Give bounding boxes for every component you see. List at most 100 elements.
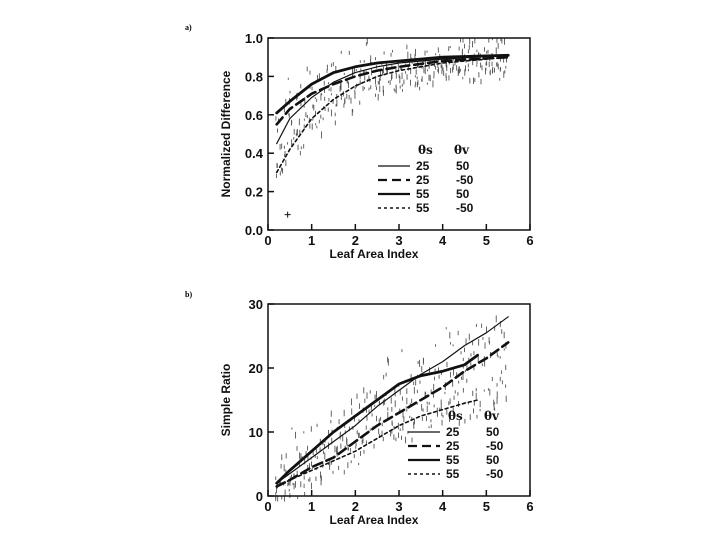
- scatter-point: [457, 330, 459, 336]
- scatter-point: [344, 445, 346, 449]
- scatter-point: [497, 63, 499, 70]
- scatter-point: [299, 452, 301, 459]
- scatter-point: [399, 66, 401, 70]
- scatter-point: [319, 438, 321, 444]
- scatter-point: [387, 358, 389, 366]
- scatter-point: [499, 356, 501, 359]
- scatter-point: [363, 60, 365, 63]
- scatter-point: [473, 408, 474, 414]
- scatter-point: [330, 419, 332, 424]
- scatter-point: [439, 407, 441, 411]
- scatter-point: [300, 84, 302, 89]
- scatter-point: [429, 367, 430, 373]
- scatter-point: [350, 398, 352, 406]
- outlier-point: [284, 211, 291, 218]
- scatter-point: [328, 88, 330, 91]
- scatter-point: [309, 463, 310, 470]
- scatter-point: [300, 146, 302, 150]
- panel-tag-b: b): [185, 290, 192, 299]
- scatter-point: [387, 356, 389, 363]
- y-ticks-b: 0 10 20 30: [249, 297, 274, 504]
- scatter-point: [305, 112, 307, 118]
- scatter-point: [391, 422, 393, 426]
- scatter-point: [371, 413, 373, 417]
- scatter-point: [318, 119, 320, 124]
- scatter-point: [330, 87, 332, 92]
- scatter-point: [340, 443, 342, 449]
- scatter-point: [311, 123, 313, 130]
- scatter-point: [288, 478, 290, 486]
- scatter-point: [328, 446, 329, 449]
- series-line-1: [276, 316, 509, 484]
- scatter-point: [382, 69, 383, 76]
- scatter-point: [495, 315, 497, 323]
- scatter-point: [303, 118, 305, 121]
- scatter-point: [359, 80, 361, 85]
- scatter-point: [401, 349, 403, 353]
- scatter-point: [499, 67, 501, 72]
- scatter-point: [330, 410, 332, 417]
- scatter-point: [347, 444, 349, 451]
- x-tick-label: 2: [352, 499, 359, 514]
- scatter-point: [363, 449, 365, 454]
- scatter-point: [383, 66, 384, 74]
- scatter-point: [470, 353, 472, 357]
- scatter-point: [370, 85, 372, 90]
- scatter-point: [366, 392, 368, 399]
- scatter-point: [391, 430, 393, 434]
- scatter-point: [453, 368, 455, 376]
- scatter-point: [428, 426, 430, 429]
- scatter-point: [429, 75, 431, 82]
- scatter-point: [487, 49, 489, 54]
- scatter-point: [476, 414, 478, 419]
- scatter-point: [390, 431, 392, 437]
- scatter-point: [391, 406, 393, 412]
- scatter-point: [322, 442, 324, 446]
- scatter-point: [407, 51, 409, 59]
- scatter-point: [426, 50, 428, 53]
- scatter-point: [467, 49, 469, 54]
- legend-header-theta-s: θs: [418, 143, 433, 157]
- legend-label-theta-s-3: 55: [416, 187, 430, 201]
- scatter-point: [485, 62, 487, 66]
- scatter-point: [280, 463, 282, 469]
- scatter-point: [465, 65, 466, 72]
- scatter-point: [470, 362, 472, 366]
- scatter-point: [449, 398, 451, 405]
- scatter-point: [406, 388, 408, 394]
- scatter-point: [315, 110, 316, 116]
- scatter-point: [290, 119, 292, 126]
- scatter-point: [462, 38, 464, 43]
- scatter-point: [426, 415, 427, 422]
- scatter-point: [426, 401, 428, 405]
- scatter-point: [360, 68, 362, 72]
- scatter-point: [413, 381, 415, 385]
- scatter-point: [322, 461, 324, 468]
- scatter-point: [504, 38, 505, 45]
- scatter-point: [484, 360, 486, 367]
- scatter-point: [343, 469, 345, 475]
- scatter-point: [464, 70, 466, 76]
- scatter-point: [433, 60, 435, 67]
- legend-label-theta-v-1: 50: [486, 425, 500, 439]
- scatter-point: [390, 74, 392, 81]
- scatter-point: [428, 74, 430, 81]
- scatter-point: [438, 67, 439, 74]
- scatter-point: [494, 325, 496, 331]
- y-tick-label: 0.0: [245, 223, 263, 238]
- scatter-point: [383, 90, 384, 96]
- scatter-point: [394, 386, 396, 393]
- scatter-point: [373, 443, 375, 449]
- scatter-point: [300, 100, 302, 107]
- x-tick-label: 3: [395, 499, 402, 514]
- scatter-point: [499, 56, 501, 62]
- x-tick-label: 1: [308, 499, 315, 514]
- scatter-point: [468, 333, 470, 341]
- scatter-point: [316, 423, 318, 427]
- scatter-point: [358, 432, 360, 438]
- scatter-point: [395, 86, 397, 94]
- scatter-point: [375, 391, 377, 397]
- scatter-point: [445, 60, 447, 68]
- scatter-point: [353, 453, 355, 459]
- scatter-point: [406, 74, 408, 80]
